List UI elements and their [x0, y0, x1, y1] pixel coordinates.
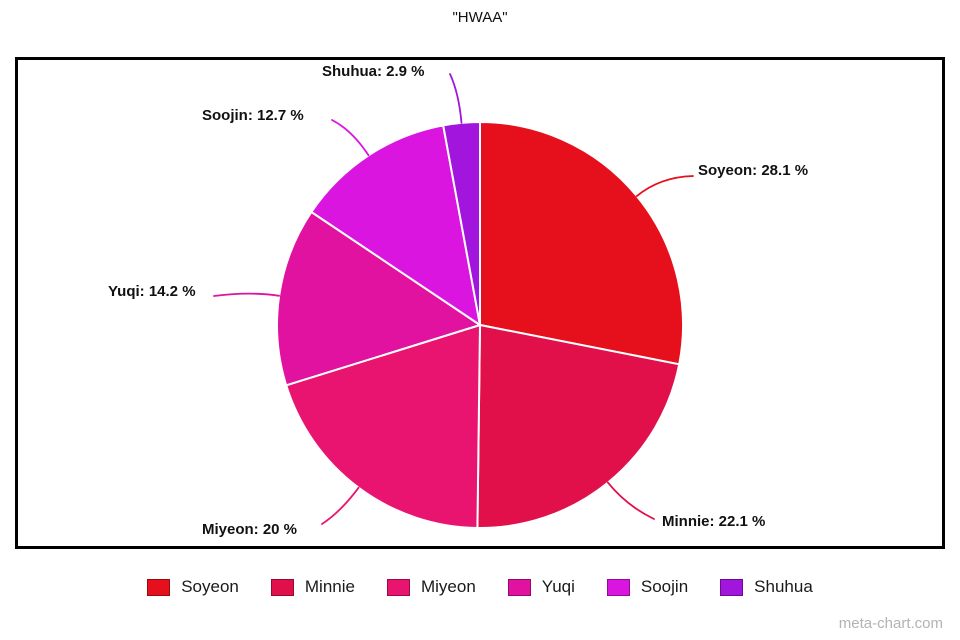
leader-line-yuqi — [213, 292, 280, 297]
legend-item-minnie: Minnie — [270, 577, 355, 597]
legend-swatch — [147, 578, 171, 596]
leader-line-miyeon — [321, 486, 360, 525]
slice-callout-miyeon: Miyeon: 20 % — [202, 521, 298, 538]
legend-swatch — [270, 578, 294, 596]
legend-item-shuhua: Shuhua — [720, 577, 813, 597]
chart-title: "HWAA" — [452, 9, 508, 26]
slice-callout-soojin: Soojin: 12.7 % — [202, 107, 304, 124]
legend-swatch — [720, 578, 744, 596]
legend-label: Minnie — [304, 577, 355, 596]
legend-swatch — [606, 578, 630, 596]
leader-line-minnie — [607, 481, 655, 520]
legend-item-soyeon: Soyeon — [147, 577, 239, 597]
chart-legend: Soyeon Minnie Miyeon Yuqi Soojin Shuhua — [0, 577, 960, 597]
leader-line-soojin — [331, 119, 370, 157]
slice-callout-shuhua: Shuhua: 2.9 % — [322, 63, 425, 80]
watermark: meta-chart.com — [838, 615, 943, 632]
slice-callout-yuqi: Yuqi: 14.2 % — [108, 283, 196, 300]
legend-swatch — [386, 578, 410, 596]
pie-slice-soyeon — [479, 121, 684, 366]
leader-line-shuhua — [449, 73, 463, 124]
legend-swatch — [507, 578, 531, 596]
legend-label: Soyeon — [181, 577, 239, 596]
legend-label: Soojin — [640, 577, 689, 596]
slice-callout-minnie: Minnie: 22.1 % — [662, 513, 766, 530]
slice-callout-soyeon: Soyeon: 28.1 % — [698, 162, 809, 179]
legend-item-yuqi: Yuqi — [507, 577, 575, 597]
legend-label: Yuqi — [541, 577, 575, 596]
legend-label: Shuhua — [754, 577, 813, 596]
legend-item-miyeon: Miyeon — [386, 577, 476, 597]
leader-line-soyeon — [635, 175, 694, 197]
legend-item-soojin: Soojin — [606, 577, 689, 597]
legend-label: Miyeon — [420, 577, 476, 596]
